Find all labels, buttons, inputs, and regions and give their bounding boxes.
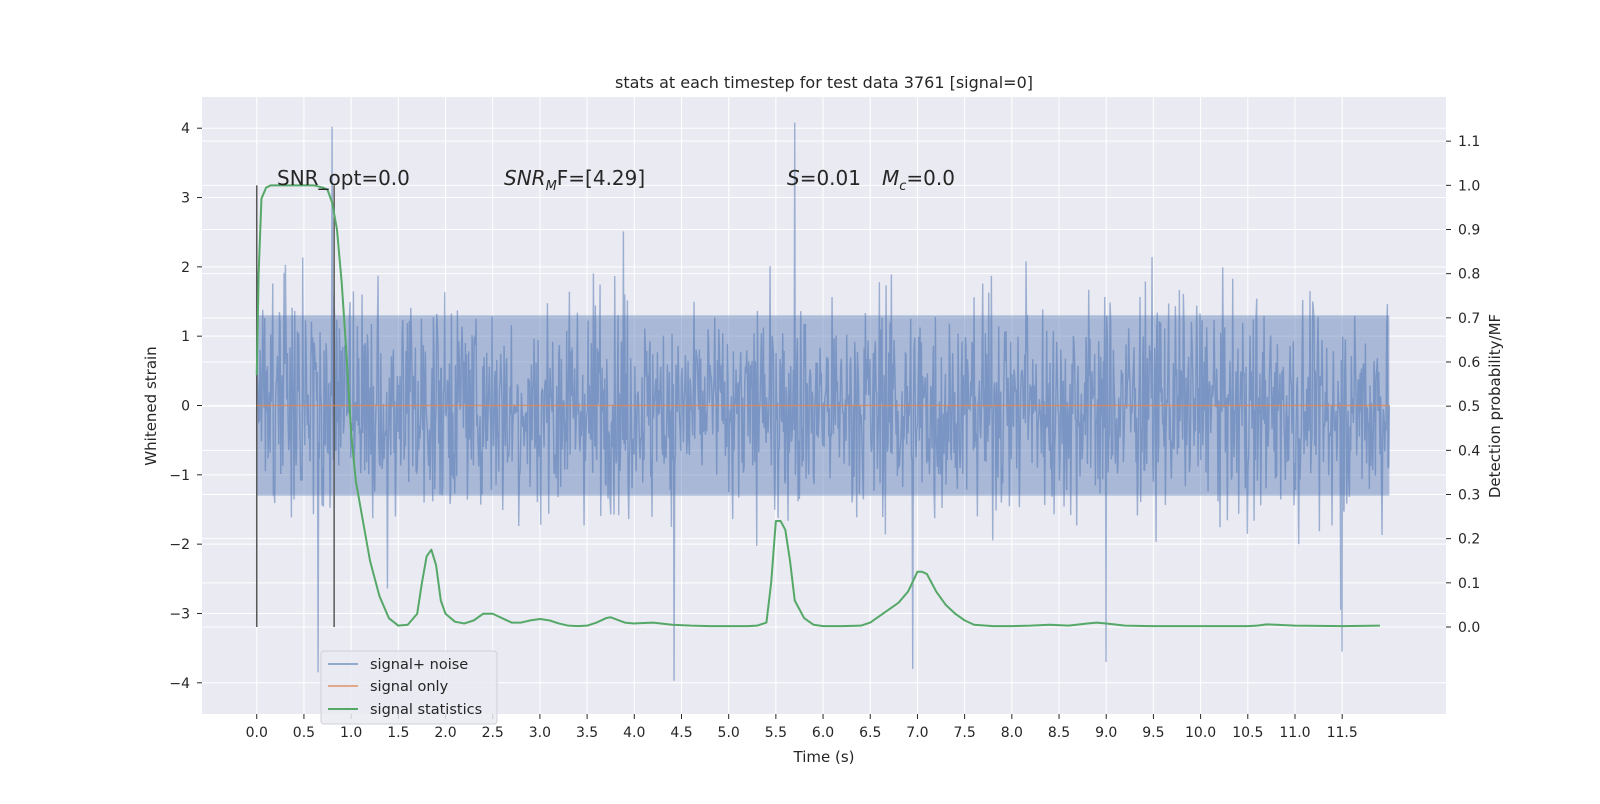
y2-tick-label: 0.4 [1458, 443, 1480, 459]
y-tick-label: 0 [181, 399, 190, 415]
x-tick-label: 4.5 [670, 725, 692, 741]
signal-statistics-line [255, 184, 1380, 628]
y2-tick-label: 0.5 [1458, 399, 1480, 415]
noise-trace [256, 122, 1391, 681]
x-tick-label: 9.5 [1142, 725, 1164, 741]
y2-axis-ticks: 1.1 1.0 0.9 0.8 0.7 0.6 0.5 0.4 0.3 0.2 0.1 0.0 [1446, 134, 1480, 636]
x-tick-label: 5.0 [718, 725, 740, 741]
x-tick-label: 9.0 [1095, 725, 1117, 741]
x-tick-label: 5.5 [765, 725, 787, 741]
y2-tick-label: 0.1 [1458, 576, 1480, 592]
y2-axis-label: Detection probability/MF [1486, 314, 1504, 498]
y-tick-label: 4 [181, 121, 190, 137]
s-name: S [787, 166, 800, 190]
mc-sub: c [899, 179, 906, 194]
annotation-snr-opt: SNR_opt=0.0 [277, 166, 410, 190]
mc-rest: =0.0 [906, 166, 955, 190]
x-tick-label: 3.0 [529, 725, 551, 741]
mc-name: M [882, 166, 899, 190]
y-axis-label: Whitened strain [142, 346, 160, 465]
y-tick-label: −4 [169, 676, 190, 692]
chart-title: stats at each timestep for test data 376… [615, 73, 1033, 92]
x-tick-label: 2.5 [482, 725, 504, 741]
x-tick-label: 11.5 [1327, 725, 1358, 741]
x-tick-label: 3.5 [576, 725, 598, 741]
x-tick-label: 7.5 [954, 725, 976, 741]
y2-tick-label: 1.0 [1458, 178, 1480, 194]
x-tick-label: 0.5 [293, 725, 315, 741]
annotation-mc: Mc=0.0 [882, 166, 955, 194]
signal-statistics-series [255, 184, 1380, 628]
x-axis-label: Time (s) [793, 748, 855, 766]
y2-tick-label: 0.3 [1458, 487, 1480, 503]
y2-tick-label: 0.8 [1458, 267, 1480, 283]
y2-tick-label: 0.2 [1458, 532, 1480, 548]
y2-tick-label: 1.1 [1458, 134, 1480, 150]
x-tick-label: 0.0 [246, 725, 268, 741]
x-tick-label: 11.0 [1279, 725, 1310, 741]
snr-mf-rest: F=[4.29] [557, 166, 645, 190]
x-tick-label: 1.5 [387, 725, 409, 741]
annotation-snr-mf: SNRMF=[4.29] [504, 166, 645, 194]
x-axis-ticks: 0.0 0.5 1.0 1.5 2.0 2.5 3.0 3.5 4.0 4.5 5.0 5.5 6.0 6… [246, 714, 1358, 741]
x-tick-label: 6.0 [812, 725, 834, 741]
legend: signal+ noise signal only signal statist… [320, 650, 498, 725]
y2-tick-label: 0.9 [1458, 222, 1480, 238]
y-tick-label: −1 [169, 468, 190, 484]
x-tick-label: 6.5 [859, 725, 881, 741]
y2-tick-label: 0.6 [1458, 355, 1480, 371]
y-tick-label: −2 [169, 537, 190, 553]
annotation-s: S=0.01 [787, 166, 861, 190]
legend-label-signal: signal only [370, 679, 449, 695]
y-axis-ticks: 4 3 2 1 0 −1 −2 −3 −4 [169, 121, 202, 692]
y-tick-label: 1 [181, 329, 190, 345]
x-tick-label: 1.0 [340, 725, 362, 741]
x-tick-label: 7.0 [906, 725, 928, 741]
x-tick-label: 8.5 [1048, 725, 1070, 741]
x-tick-label: 2.0 [434, 725, 456, 741]
legend-label-stats: signal statistics [370, 702, 482, 718]
snr-mf-name: SNR [504, 166, 546, 190]
x-tick-label: 8.0 [1001, 725, 1023, 741]
x-tick-label: 10.5 [1232, 725, 1263, 741]
x-tick-label: 4.0 [623, 725, 645, 741]
y-tick-label: 2 [181, 260, 190, 276]
y2-tick-label: 0.0 [1458, 620, 1480, 636]
legend-label-noise: signal+ noise [370, 657, 468, 673]
y2-tick-label: 0.7 [1458, 311, 1480, 327]
y-tick-label: 3 [181, 191, 190, 207]
s-rest: =0.01 [800, 166, 861, 190]
legend-box [320, 650, 498, 725]
x-tick-label: 10.0 [1185, 725, 1216, 741]
snr-mf-sub: M [546, 179, 557, 194]
y-tick-label: −3 [169, 606, 190, 622]
